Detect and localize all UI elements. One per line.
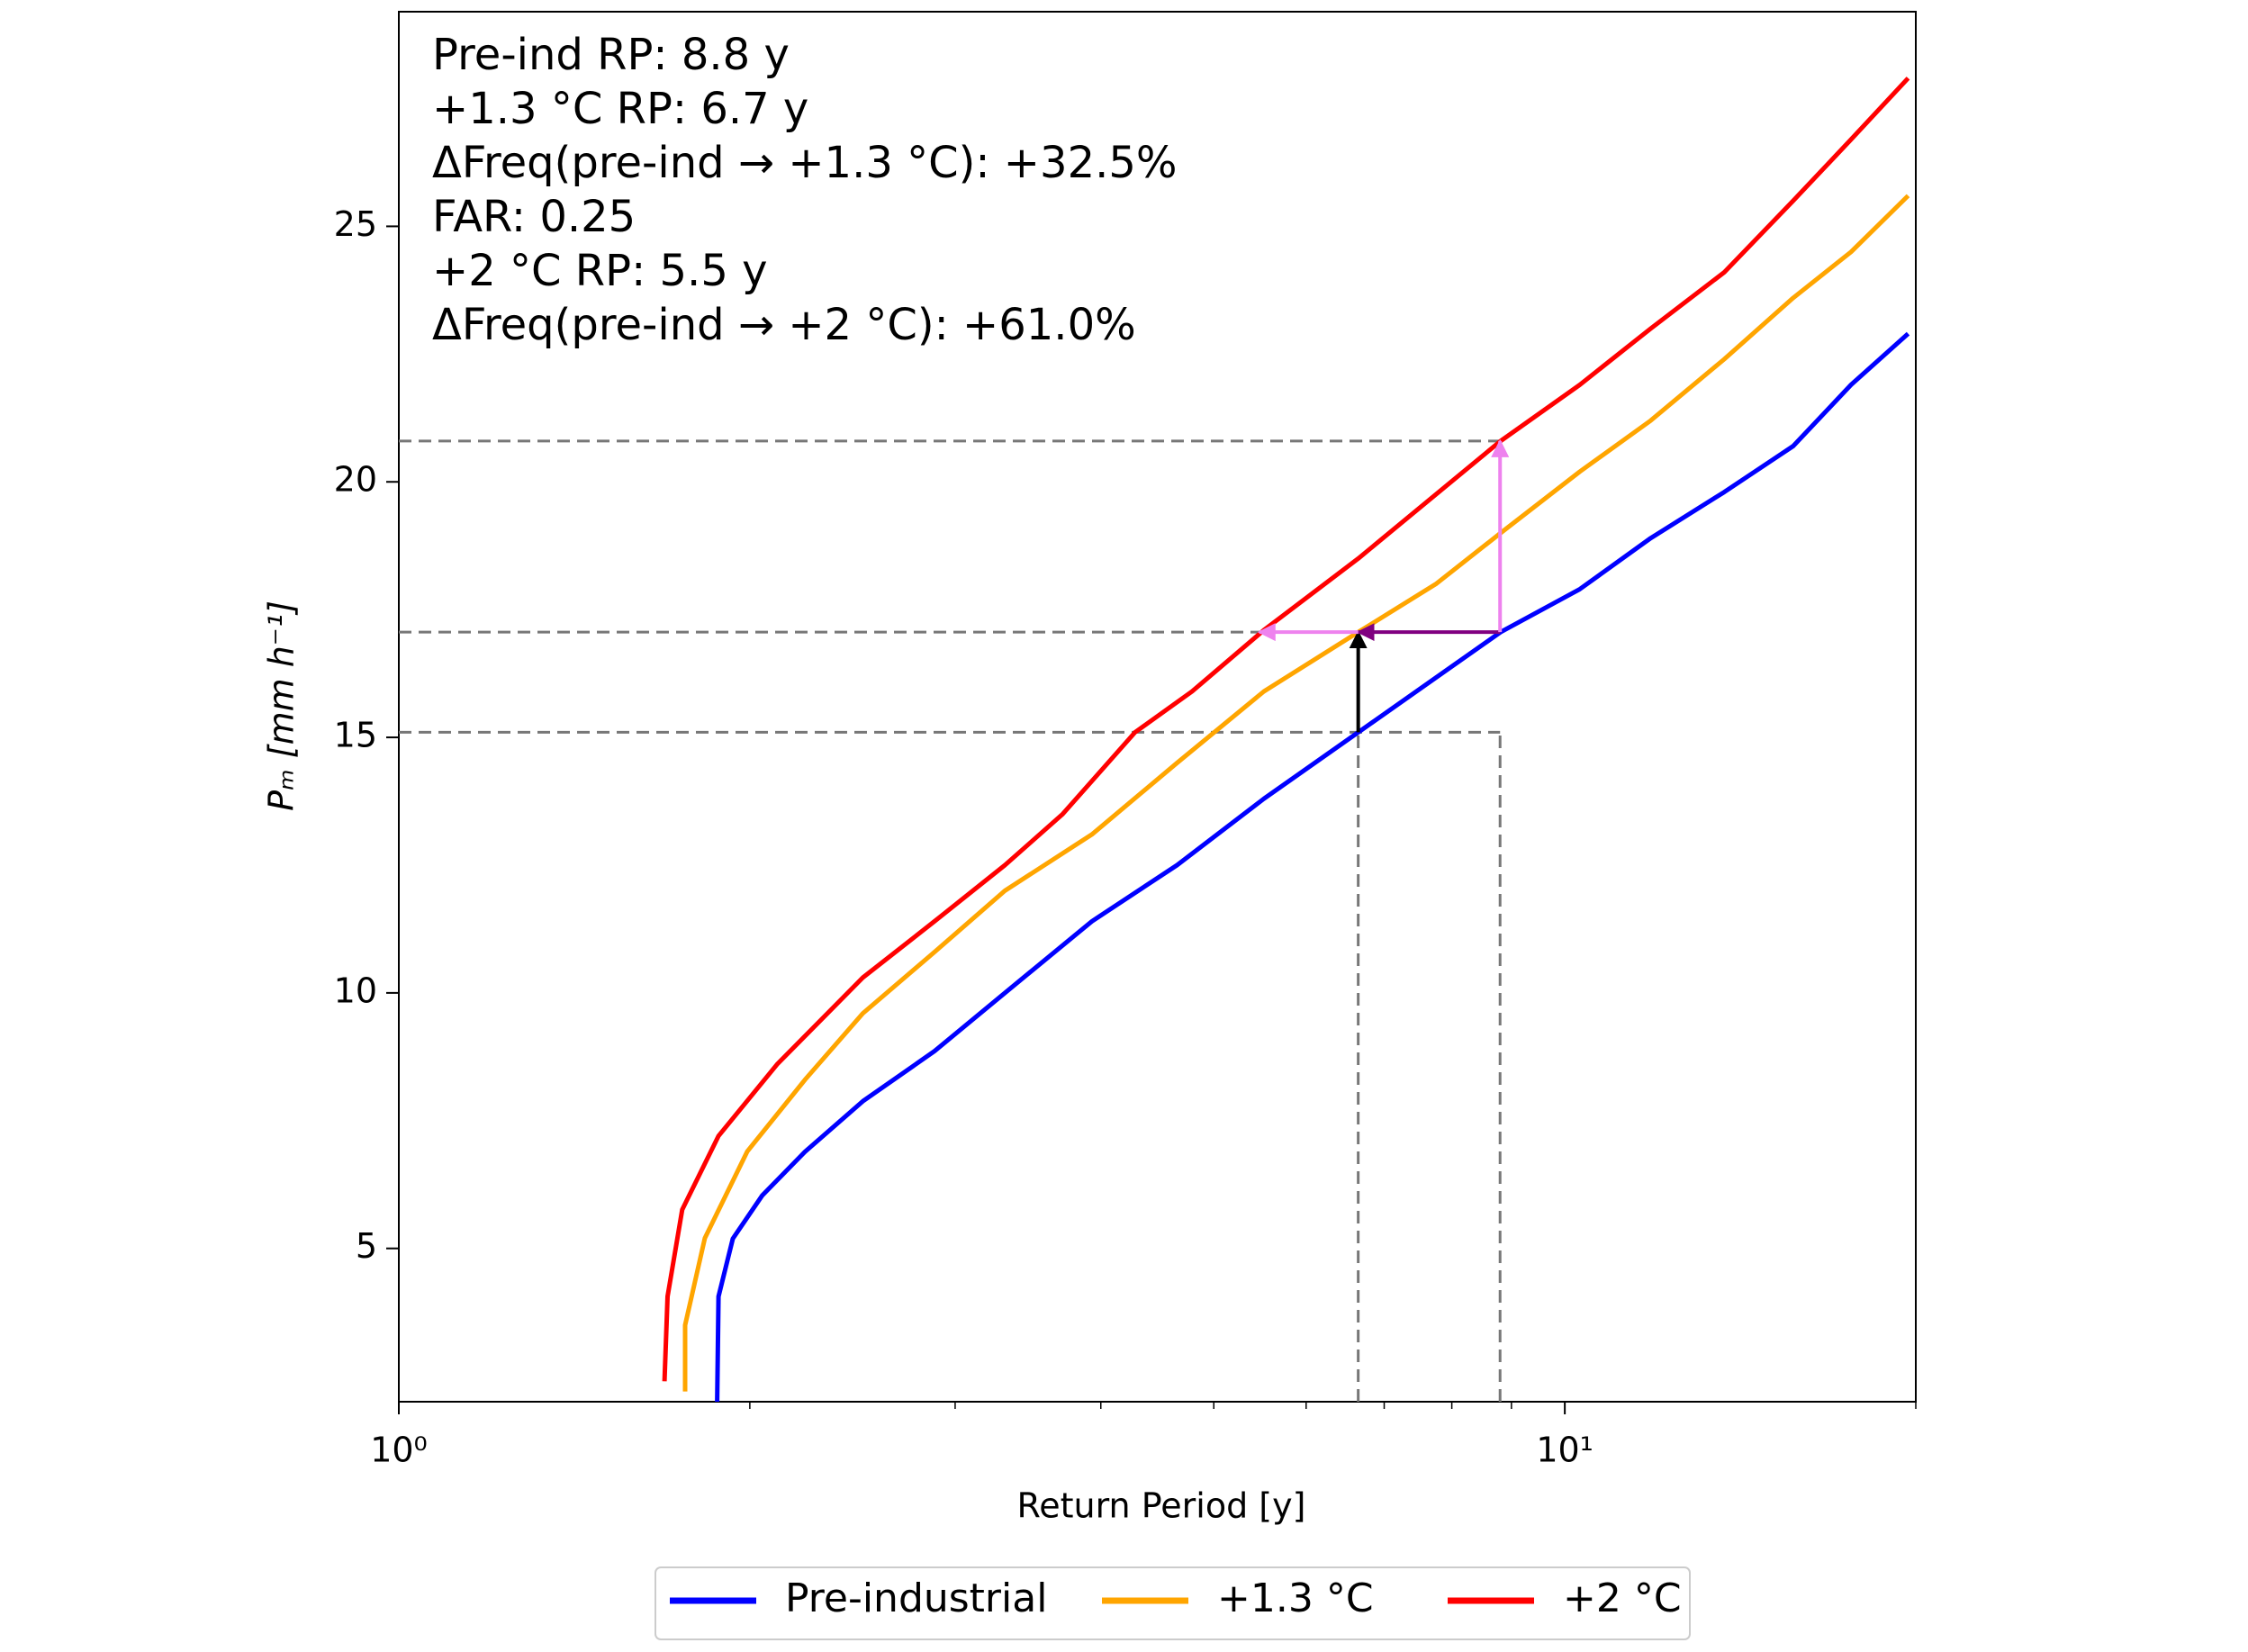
annotation: ΔFreq(pre-ind → +1.3 °C): +32.5%	[432, 138, 1178, 188]
series-line	[662, 77, 1910, 1382]
legend-label: +2 °C	[1563, 1575, 1682, 1621]
legend-label: +1.3 °C	[1217, 1575, 1374, 1621]
x-axis-label: Return Period [y]	[1017, 1486, 1306, 1526]
x-tick-label: 10⁰	[370, 1431, 428, 1470]
annotation: ΔFreq(pre-ind → +2 °C): +61.0%	[432, 300, 1136, 350]
annotation: Pre-ind RP: 8.8 y	[432, 30, 790, 80]
series-line	[715, 331, 1910, 1403]
legend-label: Pre-industrial	[785, 1575, 1047, 1621]
annotation: +2 °C RP: 5.5 y	[432, 246, 768, 296]
annotation: FAR: 0.25	[432, 192, 636, 242]
y-axis-label: Pₘ [mm h⁻¹]	[262, 600, 302, 811]
annotation: +1.3 °C RP: 6.7 y	[432, 84, 808, 134]
y-tick-label: 5	[356, 1226, 377, 1266]
y-tick-label: 10	[334, 970, 377, 1010]
x-tick-label: 10¹	[1536, 1431, 1593, 1470]
series-line	[682, 194, 1910, 1392]
y-tick-label: 20	[334, 460, 377, 500]
y-tick-label: 15	[334, 716, 377, 755]
plot-frame	[398, 11, 1917, 1403]
y-tick-label: 25	[334, 204, 377, 244]
